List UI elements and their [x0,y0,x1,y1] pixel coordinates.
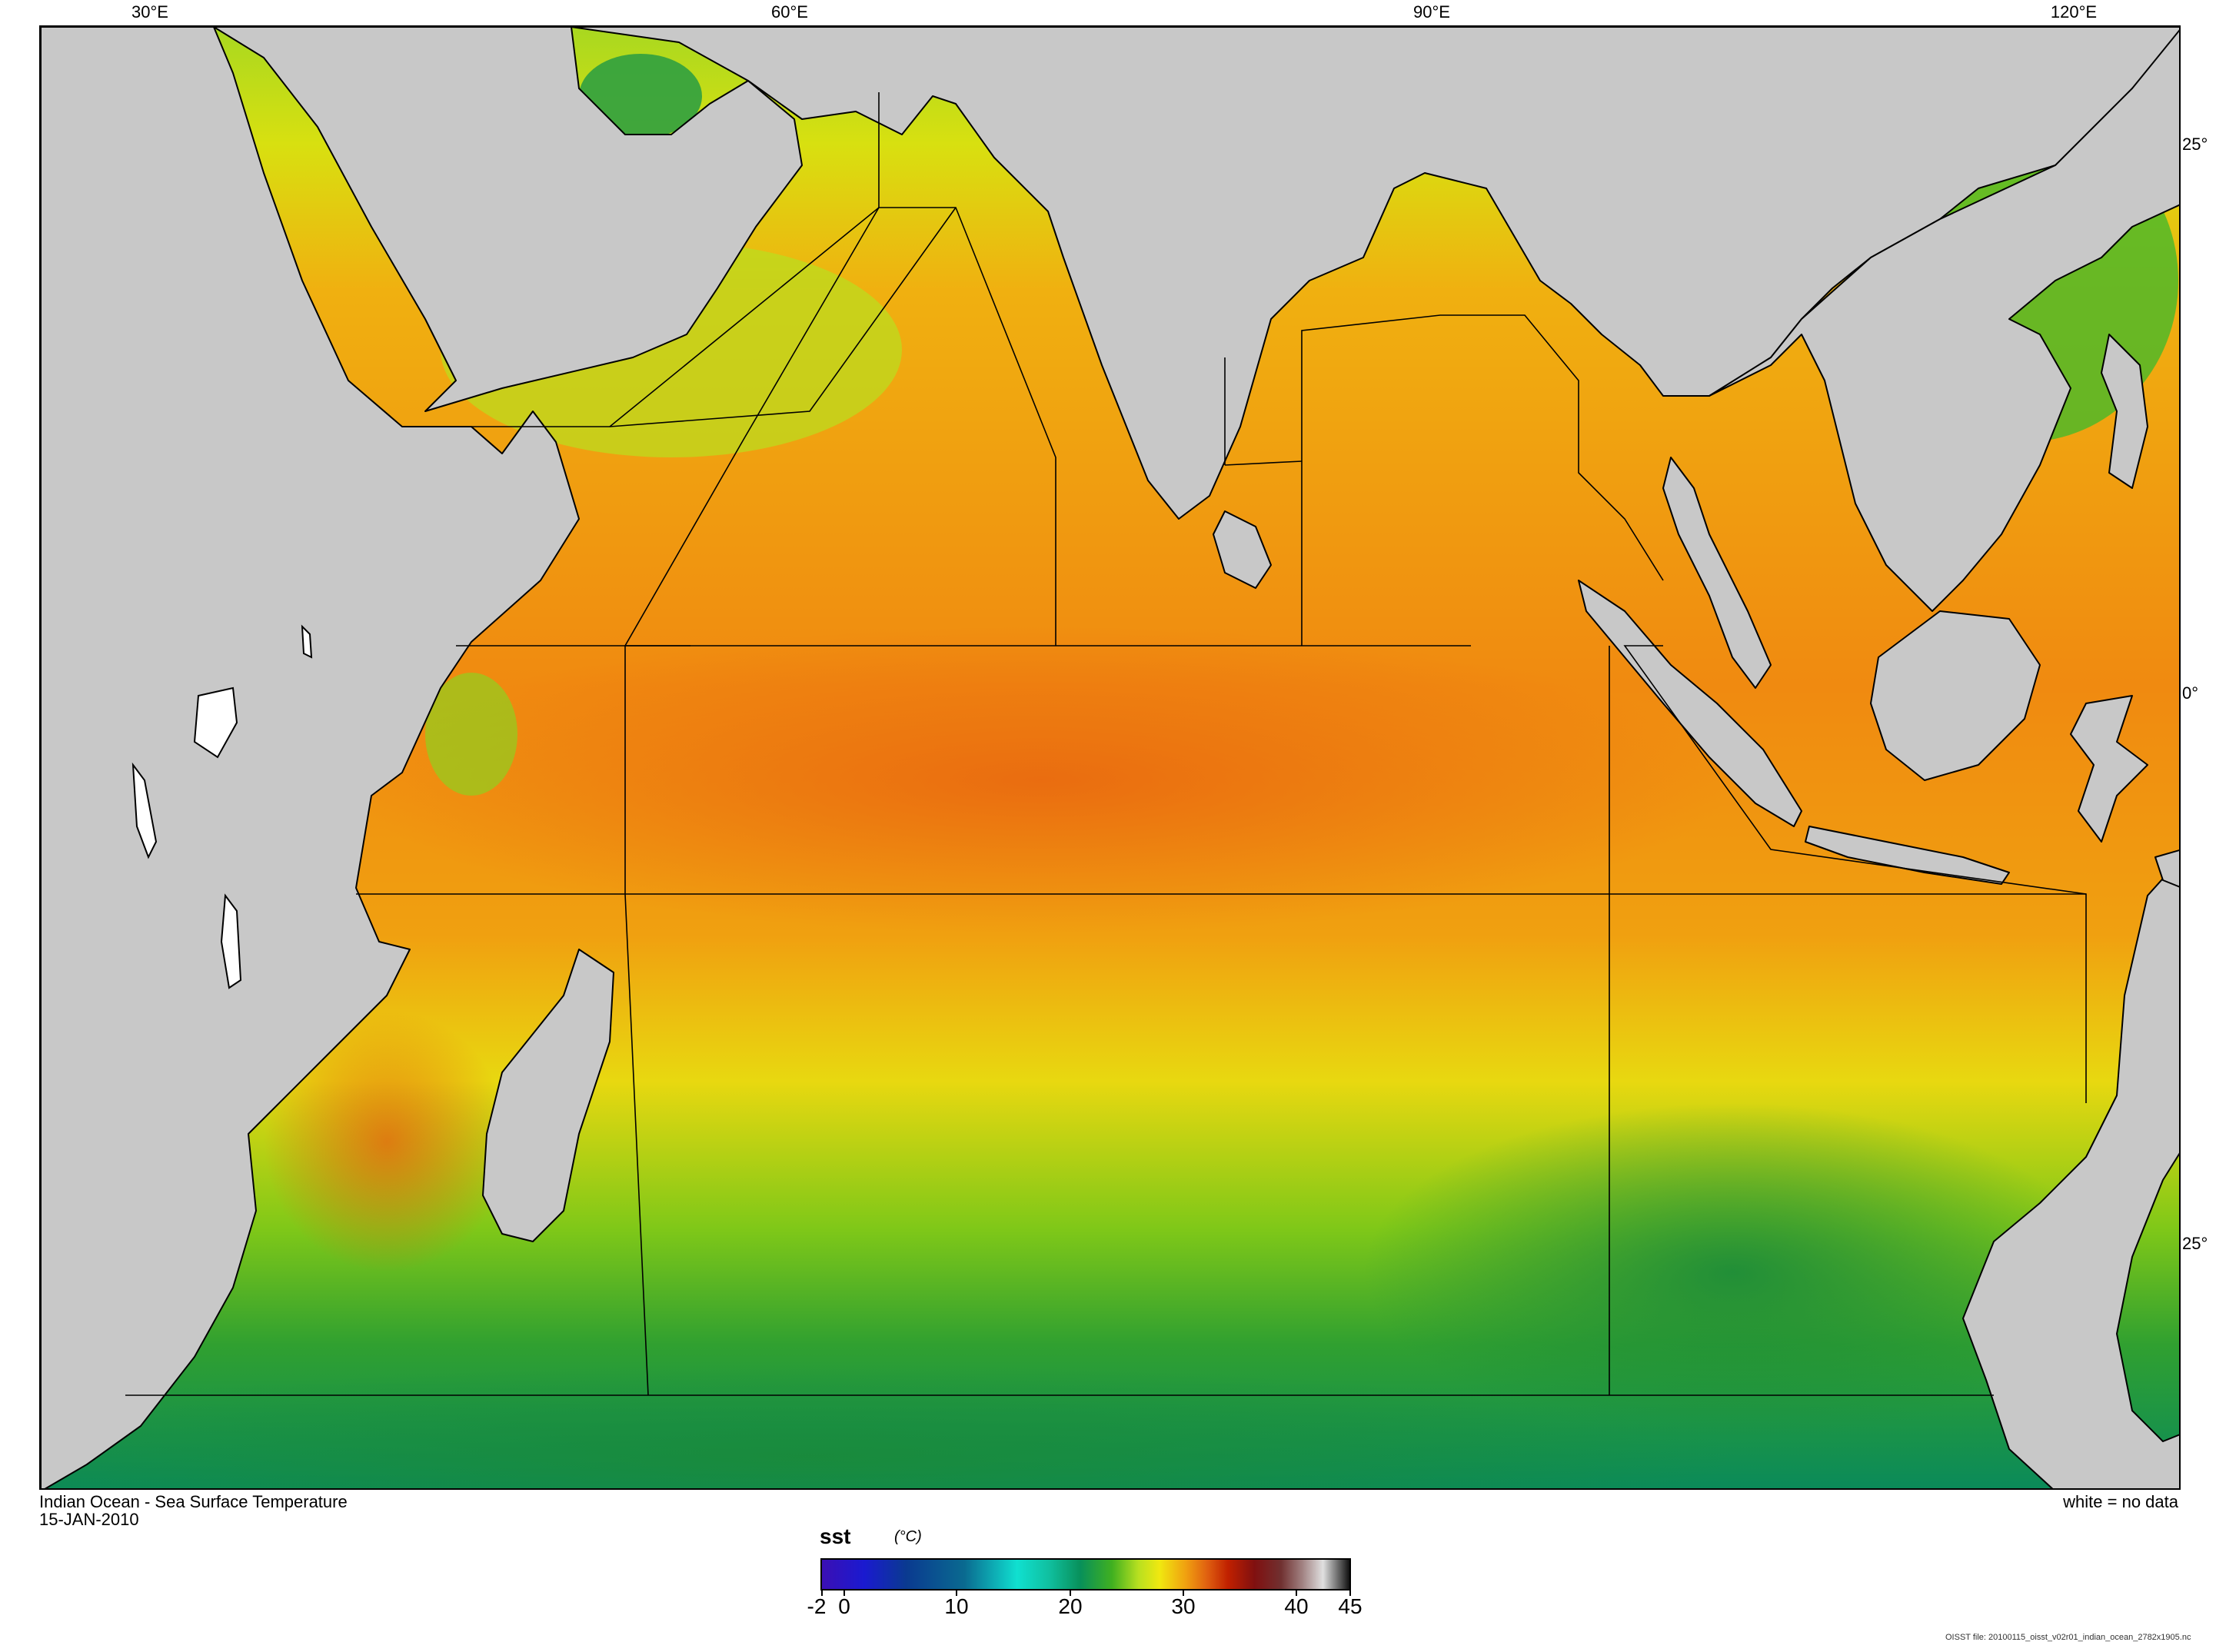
region-boundary-13 [1623,645,2087,895]
colorbar-tick [956,1591,957,1596]
equatorial-warm-pool [348,627,1732,934]
lon-label-60e: 60°E [771,2,808,22]
mozambique-warm-pool [264,1011,510,1272]
sri-lanka [1213,510,1272,589]
region-boundary-3 [609,207,957,427]
lake-turkana [301,624,313,659]
lon-label-30e: 30°E [131,2,168,22]
colorbar-tick [843,1591,845,1596]
australia-cool-patch [1363,1103,2101,1441]
colorbar-units: (°C) [894,1528,922,1545]
data-file-footnote: OISST file: 20100115_oisst_v02r01_indian… [1945,1633,2191,1642]
no-data-note: white = no data [2063,1492,2178,1511]
lake-victoria [193,686,238,759]
australia-landmass [1962,859,2179,1488]
indochina-landmass [1709,29,2179,612]
colorbar-tick [1070,1591,1071,1596]
somali-coast-green [425,673,517,796]
java [1805,826,2010,885]
colorbar-tick [1349,1591,1351,1596]
lon-label-120e: 120°E [2050,2,2098,22]
philippines [2101,334,2148,489]
lat-label-0: 0° [2182,683,2199,703]
region-boundary-7 [1224,460,1303,466]
colorbar-tick [821,1591,823,1596]
colorbar-label: 0 [838,1594,850,1618]
persian-gulf-green [579,54,702,138]
lon-label-90e: 90°E [1413,2,1450,22]
colorbar-tick [1183,1591,1184,1596]
region-boundary-1 [471,207,1056,646]
colorbar-variable: sst [820,1524,851,1548]
lat-label-25n: 25° [2182,135,2208,154]
region-boundary-5 [624,207,880,647]
colorbar-label: 45 [1338,1594,1363,1618]
sst-map [39,25,2181,1490]
madagascar [482,949,614,1242]
colorbar-label: -2 [807,1594,827,1618]
colorbar-label: 20 [1058,1594,1083,1618]
iran-asia-landmass [571,27,2179,520]
lat-label-25s: 25° [2182,1234,2208,1253]
colorbar-label: 30 [1171,1594,1196,1618]
new-guinea [2154,849,2179,888]
sst-colorbar [820,1558,1351,1591]
map-date: 15-JAN-2010 [39,1510,139,1529]
sulawesi [2070,695,2148,843]
colorbar-tick [1296,1591,1297,1596]
malay-peninsula [1662,457,1772,689]
region-boundary-6 [1301,314,1664,646]
arabia-landmass [213,27,803,412]
sumatra [1578,580,1802,827]
colorbar-label: 40 [1284,1594,1309,1618]
lake-tanganyika [131,762,158,859]
lake-malawi [220,893,242,989]
map-title: Indian Ocean - Sea Surface Temperature [39,1492,348,1511]
borneo [1870,610,2041,781]
colorbar-label: 10 [944,1594,969,1618]
africa-landmass [41,27,580,1488]
